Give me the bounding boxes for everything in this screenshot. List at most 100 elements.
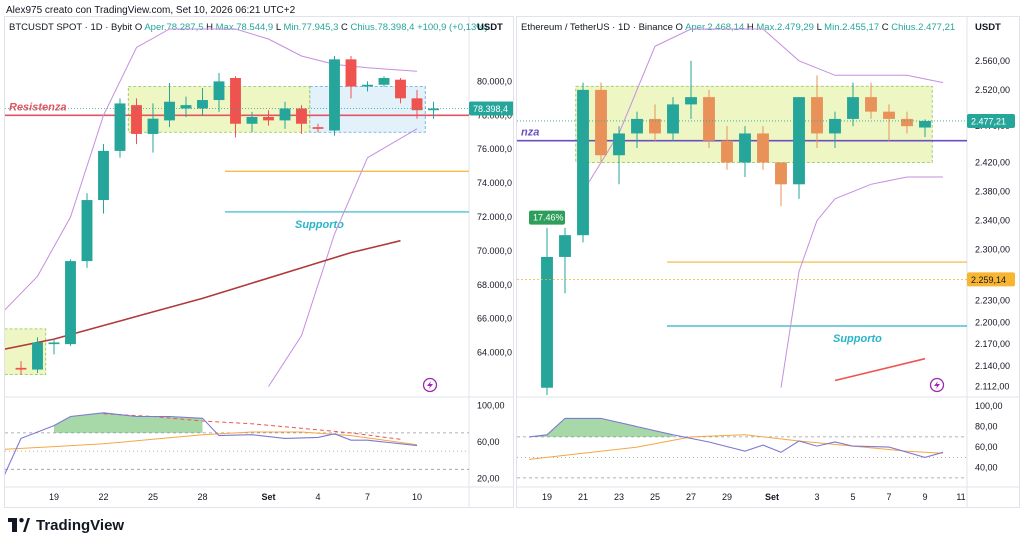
candle-body bbox=[541, 256, 553, 388]
candle-body bbox=[411, 98, 423, 111]
rsi-tick-label: 100,00 bbox=[477, 401, 505, 411]
candle-body bbox=[793, 97, 805, 185]
last-price-label: 78.398,4 bbox=[473, 104, 508, 114]
x-tick-label: 11 bbox=[956, 492, 965, 502]
candle-body bbox=[197, 100, 208, 109]
x-tick-label: 25 bbox=[148, 492, 158, 502]
support-label: Supporto bbox=[833, 333, 882, 345]
last-price-tag bbox=[469, 101, 513, 116]
candle-body bbox=[312, 127, 324, 129]
x-tick-label: 27 bbox=[686, 492, 696, 502]
candle-body bbox=[757, 133, 769, 163]
lightning-bolt-icon bbox=[427, 381, 433, 389]
x-tick-label: 7 bbox=[886, 492, 891, 502]
lightning-bolt-icon bbox=[934, 381, 940, 389]
bollinger-lower bbox=[780, 176, 943, 388]
candle-body bbox=[362, 84, 373, 87]
y-tick-label: 2.300,00 bbox=[975, 245, 1010, 255]
rsi-overbought-fill bbox=[529, 418, 673, 437]
resistance-label: nza bbox=[521, 127, 539, 139]
y-tick-label: 2.340,00 bbox=[975, 216, 1010, 226]
y-tick-label: 2.200,00 bbox=[975, 317, 1010, 327]
btc-chart-panel[interactable]: BTCUSDT SPOT · 1D · Bybit O Aper.78.287,… bbox=[4, 16, 514, 508]
candle-body bbox=[32, 342, 43, 370]
zone-right bbox=[309, 86, 426, 133]
x-tick-label: 19 bbox=[542, 492, 552, 502]
candle-body bbox=[114, 103, 126, 151]
legend-part: Chius.78.398,4 bbox=[351, 22, 418, 33]
candle-body bbox=[329, 59, 340, 131]
trend-line bbox=[834, 357, 926, 382]
x-tick-label: Set bbox=[765, 492, 779, 502]
btc-chart-svg[interactable]: BTCUSDT SPOT · 1D · Bybit O Aper.78.287,… bbox=[5, 17, 513, 507]
candle-body bbox=[428, 108, 439, 111]
candle-body bbox=[296, 108, 307, 124]
candle-body bbox=[613, 133, 625, 156]
x-tick-label: 21 bbox=[578, 492, 588, 502]
x-tick-label: Set bbox=[261, 492, 275, 502]
consolidation-zone bbox=[575, 85, 933, 163]
candle-body bbox=[15, 367, 27, 370]
y-tick-label: 2.230,00 bbox=[975, 296, 1010, 306]
legend-part: Chius.2.477,21 bbox=[891, 22, 955, 33]
candle-body bbox=[48, 342, 60, 345]
rsi-ma-line bbox=[528, 434, 944, 460]
candle-body bbox=[98, 150, 109, 201]
legend-part: Min.77.945,3 bbox=[283, 22, 341, 33]
legend-part: H bbox=[206, 22, 216, 33]
rsi-tick-label: 100,00 bbox=[975, 401, 1003, 411]
chart-title: Ethereum / TetherUS · 1D · Binance O Ape… bbox=[521, 22, 955, 33]
y-tick-label: 2.380,00 bbox=[975, 187, 1010, 197]
candle-body bbox=[775, 162, 787, 185]
legend-part: O bbox=[676, 22, 686, 33]
legend-part: BTCUSDT SPOT · 1D · Bybit bbox=[9, 22, 135, 33]
legend-part: L bbox=[276, 22, 284, 33]
y-tick-label: 74.000,0 bbox=[477, 178, 512, 188]
x-tick-label: 3 bbox=[814, 492, 819, 502]
candle-body bbox=[721, 140, 733, 163]
y-tick-label: 66.000,0 bbox=[477, 314, 512, 324]
y-tick-label: 2.170,00 bbox=[975, 339, 1010, 349]
rsi-tick-label: 60,00 bbox=[975, 442, 998, 452]
rsi-tick-label: 40,00 bbox=[975, 463, 998, 473]
eth-chart-svg[interactable]: Ethereum / TetherUS · 1D · Binance O Ape… bbox=[517, 17, 1019, 507]
x-tick-label: 9 bbox=[922, 492, 927, 502]
y-tick-label: 68.000,0 bbox=[477, 280, 512, 290]
candle-body bbox=[395, 79, 406, 99]
mid-price-label: 2.259,14 bbox=[971, 275, 1006, 285]
x-tick-label: 5 bbox=[850, 492, 855, 502]
candle-body bbox=[577, 89, 589, 236]
bollinger-upper bbox=[582, 28, 944, 192]
mid-price-tag bbox=[967, 272, 1015, 287]
candle-body bbox=[739, 133, 751, 163]
candle-body bbox=[631, 118, 643, 134]
y-tick-label: 2.420,00 bbox=[975, 158, 1010, 168]
percent-badge bbox=[529, 210, 565, 225]
x-tick-label: 22 bbox=[98, 492, 108, 502]
legend-part: L bbox=[817, 22, 825, 33]
alert-lightning-icon bbox=[422, 377, 438, 393]
candle-body bbox=[131, 105, 142, 134]
candle-body bbox=[649, 118, 661, 134]
rsi-tick-label: 20,00 bbox=[477, 473, 500, 483]
candle-body bbox=[345, 59, 357, 87]
legend-part: C bbox=[882, 22, 892, 33]
y-tick-label: 70.000,0 bbox=[477, 246, 512, 256]
legend-part: H bbox=[747, 22, 757, 33]
candle-body bbox=[901, 118, 913, 127]
y-tick-label: 72.000,0 bbox=[477, 212, 512, 222]
footer: TradingView bbox=[8, 514, 124, 536]
legend-part: +100,9 (+0,13%) bbox=[417, 22, 488, 33]
y-tick-label: 2.140,00 bbox=[975, 361, 1010, 371]
candle-body bbox=[81, 200, 93, 262]
eth-chart-panel[interactable]: Ethereum / TetherUS · 1D · Binance O Ape… bbox=[516, 16, 1020, 508]
candle-body bbox=[883, 111, 895, 119]
resistance-label: Resistenza bbox=[9, 101, 66, 113]
currency-label: USDT bbox=[477, 22, 503, 33]
y-tick-label: 2.520,00 bbox=[975, 85, 1010, 95]
tradingview-logo-text: TradingView bbox=[36, 516, 125, 534]
last-price-label: 2.477,21 bbox=[971, 116, 1006, 126]
alert-lightning-icon bbox=[929, 377, 945, 393]
bollinger-lower bbox=[268, 128, 418, 387]
legend-part: Max.78.544,9 bbox=[216, 22, 276, 33]
